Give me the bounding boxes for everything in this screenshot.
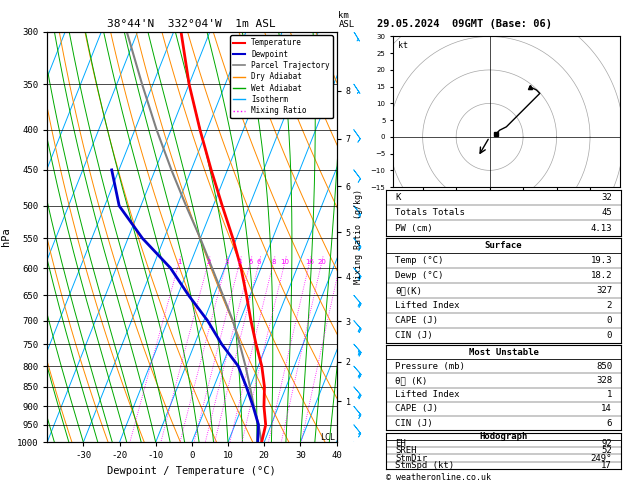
Text: 0: 0 xyxy=(606,316,612,325)
Text: kt: kt xyxy=(398,41,408,50)
Text: StmDir: StmDir xyxy=(395,453,427,463)
Text: 14: 14 xyxy=(601,404,612,414)
Text: CIN (J): CIN (J) xyxy=(395,330,433,340)
Text: 5: 5 xyxy=(248,260,252,265)
Text: 328: 328 xyxy=(596,376,612,385)
Text: K: K xyxy=(395,193,401,202)
Text: 850: 850 xyxy=(596,362,612,371)
Text: 32: 32 xyxy=(601,193,612,202)
Y-axis label: hPa: hPa xyxy=(1,227,11,246)
Text: Surface: Surface xyxy=(485,241,522,250)
Text: 19.3: 19.3 xyxy=(591,256,612,265)
Text: Pressure (mb): Pressure (mb) xyxy=(395,362,465,371)
Text: Hodograph: Hodograph xyxy=(479,432,528,441)
Text: 0: 0 xyxy=(606,330,612,340)
Text: CAPE (J): CAPE (J) xyxy=(395,316,438,325)
Text: Lifted Index: Lifted Index xyxy=(395,390,460,399)
Text: 92: 92 xyxy=(601,439,612,448)
Text: Mixing Ratio (g/kg): Mixing Ratio (g/kg) xyxy=(354,190,363,284)
Text: Totals Totals: Totals Totals xyxy=(395,208,465,217)
Text: PW (cm): PW (cm) xyxy=(395,224,433,233)
Text: 1: 1 xyxy=(177,260,181,265)
Text: 1: 1 xyxy=(606,390,612,399)
Text: CIN (J): CIN (J) xyxy=(395,418,433,428)
Text: EH: EH xyxy=(395,439,406,448)
Text: 16: 16 xyxy=(305,260,314,265)
Text: 6: 6 xyxy=(257,260,262,265)
Text: 2: 2 xyxy=(606,301,612,310)
Text: 6: 6 xyxy=(606,418,612,428)
Text: 327: 327 xyxy=(596,286,612,295)
Text: StmSpd (kt): StmSpd (kt) xyxy=(395,461,454,470)
Text: 4: 4 xyxy=(238,260,242,265)
Text: θᴇ (K): θᴇ (K) xyxy=(395,376,427,385)
Text: 8: 8 xyxy=(271,260,276,265)
Text: 45: 45 xyxy=(601,208,612,217)
Text: km
ASL: km ASL xyxy=(338,11,355,29)
Text: 20: 20 xyxy=(317,260,326,265)
Text: Most Unstable: Most Unstable xyxy=(469,347,538,357)
Text: 3: 3 xyxy=(224,260,229,265)
Text: 17: 17 xyxy=(601,461,612,470)
Text: 4.13: 4.13 xyxy=(591,224,612,233)
Text: Dewp (°C): Dewp (°C) xyxy=(395,271,443,280)
Text: 29.05.2024  09GMT (Base: 06): 29.05.2024 09GMT (Base: 06) xyxy=(377,19,552,29)
Text: SREH: SREH xyxy=(395,446,416,455)
Text: 18.2: 18.2 xyxy=(591,271,612,280)
Text: 249°: 249° xyxy=(591,453,612,463)
Text: 38°44'N  332°04'W  1m ASL: 38°44'N 332°04'W 1m ASL xyxy=(108,19,276,29)
Legend: Temperature, Dewpoint, Parcel Trajectory, Dry Adiabat, Wet Adiabat, Isotherm, Mi: Temperature, Dewpoint, Parcel Trajectory… xyxy=(230,35,333,118)
Text: CAPE (J): CAPE (J) xyxy=(395,404,438,414)
Text: θᴇ(K): θᴇ(K) xyxy=(395,286,422,295)
Text: © weatheronline.co.uk: © weatheronline.co.uk xyxy=(386,473,491,482)
Text: LCL: LCL xyxy=(320,433,335,442)
Text: Lifted Index: Lifted Index xyxy=(395,301,460,310)
Text: 10: 10 xyxy=(281,260,289,265)
Text: Temp (°C): Temp (°C) xyxy=(395,256,443,265)
Text: 52: 52 xyxy=(601,446,612,455)
Text: 2: 2 xyxy=(206,260,211,265)
X-axis label: Dewpoint / Temperature (°C): Dewpoint / Temperature (°C) xyxy=(108,466,276,476)
